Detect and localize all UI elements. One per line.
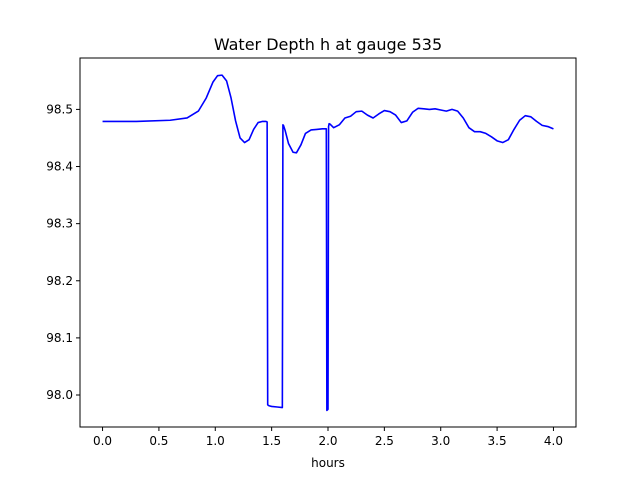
y-tick-label: 98.4 <box>46 160 73 174</box>
x-tick-label: 4.0 <box>544 434 563 448</box>
x-tick-label: 3.5 <box>488 434 507 448</box>
x-tick-label: 3.0 <box>431 434 450 448</box>
y-tick-label: 98.2 <box>46 274 73 288</box>
y-tick-label: 98.1 <box>46 331 73 345</box>
plot-area <box>102 74 554 412</box>
x-axis-label: hours <box>311 456 345 470</box>
series-line-0 <box>102 74 554 412</box>
x-tick-label: 1.0 <box>206 434 225 448</box>
y-tick-label: 98.0 <box>46 388 73 402</box>
x-tick-label: 0.5 <box>149 434 168 448</box>
x-axis: 0.0 0.5 1.0 1.5 2.0 2.5 3.0 3.5 4.0 <box>93 427 563 448</box>
chart-title: Water Depth h at gauge 535 <box>214 35 442 54</box>
x-tick-label: 2.0 <box>318 434 337 448</box>
x-tick-label: 2.5 <box>375 434 394 448</box>
x-tick-label: 0.0 <box>93 434 112 448</box>
y-tick-label: 98.5 <box>46 102 73 116</box>
y-tick-label: 98.3 <box>46 217 73 231</box>
y-axis: 98.0 98.1 98.2 98.3 98.4 98.5 <box>46 102 80 402</box>
x-tick-label: 1.5 <box>262 434 281 448</box>
